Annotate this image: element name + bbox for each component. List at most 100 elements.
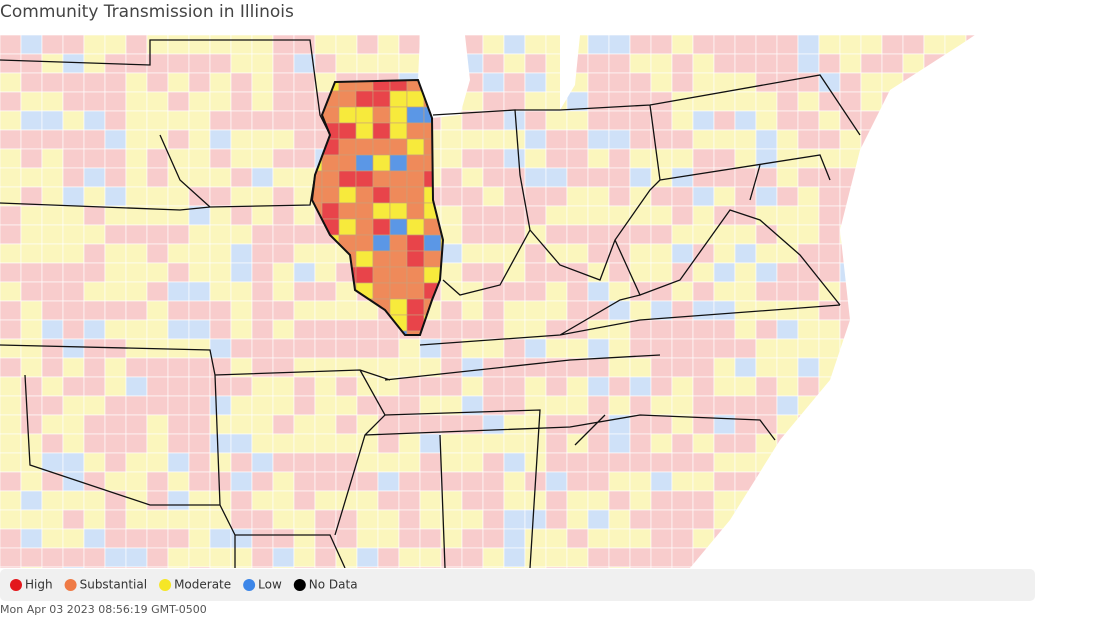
- county: [818, 224, 841, 245]
- county: [188, 262, 211, 283]
- county: [314, 452, 337, 473]
- county: [272, 167, 295, 188]
- county: [251, 72, 274, 93]
- county: [818, 338, 841, 359]
- county: [398, 509, 421, 530]
- county: [524, 186, 547, 207]
- county: [713, 433, 736, 454]
- county: [377, 433, 400, 454]
- county: [0, 300, 22, 321]
- county: [692, 72, 715, 93]
- county: [356, 395, 379, 416]
- county: [713, 110, 736, 131]
- county: [608, 53, 631, 74]
- county: [587, 395, 610, 416]
- county: [629, 452, 652, 473]
- county: [83, 433, 106, 454]
- county: [406, 282, 425, 300]
- county: [41, 205, 64, 226]
- county: [671, 338, 694, 359]
- county: [188, 129, 211, 150]
- county: [776, 395, 799, 416]
- county: [62, 509, 85, 530]
- county: [608, 338, 631, 359]
- county: [62, 528, 85, 549]
- county: [314, 53, 337, 74]
- county: [83, 281, 106, 302]
- county: [524, 53, 547, 74]
- county: [230, 566, 253, 568]
- county: [167, 186, 190, 207]
- county: [20, 224, 43, 245]
- county: [125, 300, 148, 321]
- county: [314, 281, 337, 302]
- county: [818, 129, 841, 150]
- county: [20, 547, 43, 568]
- county: [608, 72, 631, 93]
- county: [338, 202, 357, 220]
- county: [389, 298, 408, 316]
- county: [671, 224, 694, 245]
- county: [104, 129, 127, 150]
- county: [406, 138, 425, 156]
- county: [335, 433, 358, 454]
- county: [776, 224, 799, 245]
- county: [20, 319, 43, 340]
- county: [566, 110, 589, 131]
- county: [251, 471, 274, 492]
- county: [372, 186, 391, 204]
- county: [482, 148, 505, 169]
- legend-label: Low: [258, 578, 282, 592]
- county: [41, 72, 64, 93]
- county: [188, 53, 211, 74]
- county: [461, 205, 484, 226]
- county: [461, 319, 484, 340]
- county: [41, 528, 64, 549]
- county: [146, 110, 169, 131]
- county: [0, 471, 22, 492]
- county: [83, 490, 106, 511]
- county: [755, 91, 778, 112]
- county: [125, 129, 148, 150]
- county: [629, 528, 652, 549]
- county: [440, 319, 463, 340]
- county: [209, 547, 232, 568]
- county: [406, 298, 425, 316]
- county: [797, 205, 820, 226]
- county: [372, 250, 391, 268]
- county: [650, 110, 673, 131]
- county: [356, 319, 379, 340]
- county: [335, 414, 358, 435]
- county: [146, 433, 169, 454]
- county: [650, 357, 673, 378]
- county: [230, 148, 253, 169]
- county: [209, 129, 232, 150]
- county: [503, 528, 526, 549]
- county: [692, 509, 715, 530]
- county: [41, 129, 64, 150]
- county: [776, 129, 799, 150]
- county: [524, 433, 547, 454]
- county: [355, 234, 374, 252]
- county: [482, 319, 505, 340]
- county: [545, 433, 568, 454]
- county: [146, 72, 169, 93]
- county: [650, 433, 673, 454]
- county: [0, 376, 22, 397]
- county: [860, 72, 883, 93]
- county: [406, 202, 425, 220]
- county: [734, 319, 757, 340]
- county: [776, 35, 799, 55]
- county: [608, 357, 631, 378]
- county: [209, 224, 232, 245]
- county: [0, 243, 22, 264]
- county: [188, 376, 211, 397]
- county: [293, 338, 316, 359]
- county: [566, 148, 589, 169]
- county: [406, 250, 425, 268]
- county: [650, 167, 673, 188]
- county: [272, 186, 295, 207]
- county: [545, 566, 568, 568]
- legend-box: [0, 569, 1035, 601]
- county: [650, 395, 673, 416]
